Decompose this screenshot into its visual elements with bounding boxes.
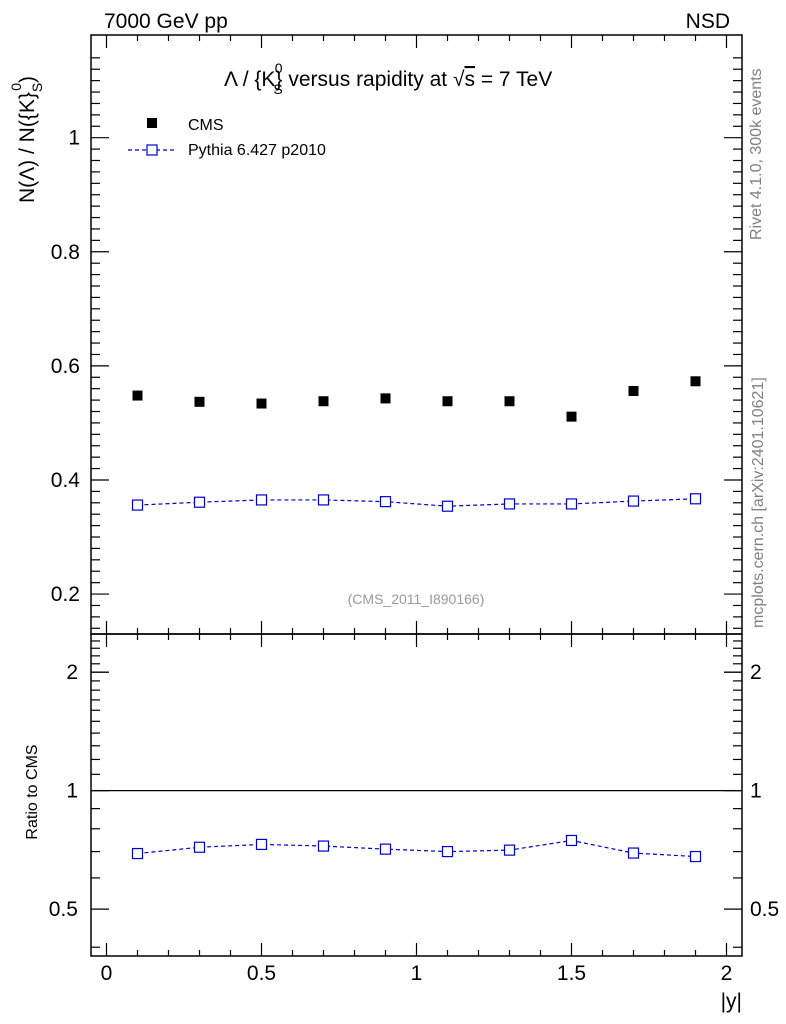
title-sub: S: [273, 81, 282, 97]
ratio-axis-label: Ratio to CMS: [24, 744, 41, 839]
ratio-series-line: [137, 839, 696, 858]
ratio-point: [565, 834, 578, 847]
legend: CMS Pythia 6.427 p2010: [128, 117, 326, 159]
title-post: versus rapidity at: [283, 68, 453, 91]
x-tick-label: 1.5: [557, 962, 586, 985]
legend-mc-marker: [146, 144, 158, 156]
mc-point: [565, 498, 578, 510]
title-pre: Λ / {K}: [224, 68, 282, 91]
ratio-tick-label-left: 2: [66, 661, 78, 684]
mc-point: [193, 496, 206, 508]
ratio-panel-axes: 0 0.5 1 1.5 2 0.5 0.5 1 1 2 2: [49, 633, 779, 985]
cms-point: [628, 385, 639, 396]
ratio-point: [503, 844, 516, 856]
ratio-point: [193, 841, 206, 853]
x-tick-label: 0.5: [247, 962, 276, 985]
ratio-point: [131, 847, 144, 860]
cms-point: [690, 376, 701, 387]
mc-point: [131, 499, 144, 511]
title-tail: = 7 TeV: [475, 68, 552, 91]
ratio-tick-label-right: 1: [750, 780, 762, 803]
ratio-point: [255, 838, 268, 851]
chart-title: Λ / {K}S 0 versus rapidity at √s = 7 TeV: [224, 60, 552, 97]
cms-point: [566, 411, 577, 422]
ylabel-pre: N(Λ) / N({K}: [16, 92, 39, 203]
x-tick-label: 2: [721, 962, 733, 985]
ratio-panel-marks: [131, 834, 702, 863]
cms-point: [132, 390, 143, 401]
cms-point: [256, 398, 267, 409]
ylabel-sup: 0: [8, 83, 24, 91]
cms-point: [318, 396, 329, 407]
ratio-point: [379, 843, 392, 855]
x-tick-label: 1: [411, 962, 423, 985]
title-sqrt: √: [453, 68, 465, 91]
mcplots-info: mcplots.cern.ch [arXiv:2401.10621]: [750, 377, 767, 628]
main-panel-marks: [131, 376, 702, 512]
rivet-info: Rivet 4.1.0, 300k events: [748, 68, 765, 240]
title-s: s: [464, 68, 475, 91]
y-tick-label: 0.8: [51, 241, 80, 264]
ratio-tick-label-right: 0.5: [750, 898, 779, 921]
analysis-watermark: (CMS_2011_I890166): [348, 591, 485, 607]
ratio-tick-label-left: 1: [66, 780, 78, 803]
cms-point: [504, 396, 515, 407]
ylabel-post: ): [16, 76, 39, 83]
ylabel-sub: S: [29, 83, 45, 92]
main-panel-axes: 0.2 0.4 0.6 0.8 1: [51, 34, 743, 635]
mc-point: [627, 495, 640, 507]
y-tick-label: 0.4: [51, 469, 81, 492]
header-left: 7000 GeV pp: [104, 10, 228, 33]
ratio-point: [689, 850, 702, 863]
y-tick-label: 0.2: [51, 583, 80, 606]
ratio-tick-label-right: 2: [750, 661, 762, 684]
y-tick-label: 1: [68, 127, 80, 150]
cms-point: [194, 396, 205, 407]
ratio-tick-label-left: 0.5: [49, 898, 78, 921]
x-tick-label: 0: [101, 962, 113, 985]
title-sup: 0: [275, 60, 283, 76]
cms-point: [442, 396, 453, 407]
mc-point: [441, 500, 454, 512]
mc-point: [379, 496, 392, 508]
mc-point: [689, 493, 702, 505]
ratio-point: [441, 845, 454, 858]
legend-data-label: CMS: [188, 117, 224, 134]
ratio-point: [627, 847, 640, 859]
y-tick-label: 0.6: [51, 355, 80, 378]
legend-data-marker: [147, 118, 157, 128]
ratio-frame: [90, 633, 743, 957]
ratio-point: [317, 840, 330, 852]
mc-point: [317, 494, 330, 506]
x-axis-label: |y|: [721, 990, 742, 1013]
mc-series-line: [137, 498, 696, 507]
cms-point: [380, 393, 391, 404]
legend-mc-label: Pythia 6.427 p2010: [188, 142, 326, 159]
mc-point: [503, 498, 516, 510]
header-right: NSD: [686, 10, 730, 33]
mc-point: [255, 494, 268, 506]
y-axis-label: N(Λ) / N({K}S0): [8, 76, 45, 203]
